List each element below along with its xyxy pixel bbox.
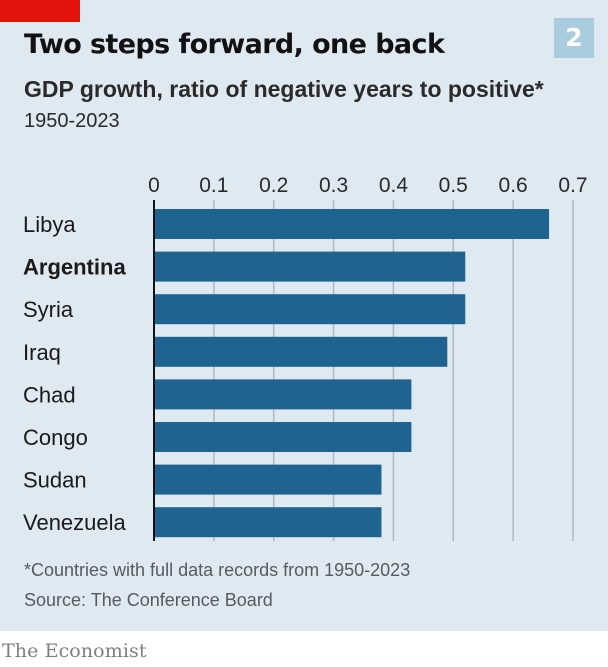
bar <box>154 209 550 239</box>
red-tag-accent <box>0 0 80 22</box>
bar-chart: 0 0.1 0.2 0.3 0.4 0.5 0.6 0.7 Libya Argentina Syr… <box>23 174 588 541</box>
x-tick-label: 0.7 <box>558 174 587 197</box>
chart-subtitle: GDP growth, ratio of negative years to p… <box>24 76 544 102</box>
category-label: Syria <box>23 297 74 322</box>
x-axis-tick-labels: 0 0.1 0.2 0.3 0.4 0.5 0.6 0.7 <box>148 174 587 197</box>
x-tick-label: 0.6 <box>499 174 528 197</box>
x-tick-label: 0.4 <box>379 174 409 197</box>
bar <box>154 294 466 325</box>
bars <box>154 209 550 538</box>
category-label: Libya <box>23 212 76 237</box>
category-label: Iraq <box>23 340 61 365</box>
x-tick-label: 0.2 <box>259 174 288 197</box>
bar <box>154 379 412 410</box>
bar <box>154 251 466 282</box>
category-label: Venezuela <box>23 510 127 535</box>
footnote: *Countries with full data records from 1… <box>24 560 411 580</box>
bar <box>154 464 382 495</box>
category-label: Congo <box>23 425 88 450</box>
bar <box>154 422 412 452</box>
category-label: Sudan <box>23 468 87 493</box>
source-note: Source: The Conference Board <box>24 590 273 610</box>
x-tick-label: 0.1 <box>199 174 228 197</box>
economist-logo-text: The Economist <box>2 640 147 662</box>
chart-number-badge: 2 <box>554 18 594 58</box>
chart-title: Two steps forward, one back <box>24 29 445 60</box>
category-labels: Libya Argentina Syria Iraq Chad Congo Sudan Ven… <box>23 212 127 535</box>
bar <box>154 507 382 538</box>
x-tick-label: 0 <box>148 174 160 197</box>
category-label: Argentina <box>23 255 126 280</box>
chart-panel: Two steps forward, one back 2 GDP growth… <box>0 0 608 631</box>
x-tick-label: 0.5 <box>439 174 468 197</box>
category-label: Chad <box>23 382 76 407</box>
chart-period: 1950-2023 <box>24 110 120 132</box>
bar <box>154 336 448 367</box>
x-tick-label: 0.3 <box>319 174 348 197</box>
